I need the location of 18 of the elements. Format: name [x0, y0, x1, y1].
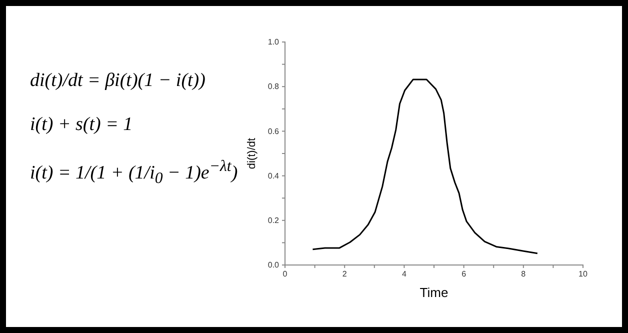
y-tick-label: 0.2 [268, 216, 280, 225]
text: i(t) = 1/(1 + (1/i$_{0}$ − 1)e$^{−λt}$) [30, 158, 238, 188]
x-tick-label: 4 [402, 270, 407, 279]
x-axis-title: Time [420, 285, 448, 300]
y-tick-label: 0.0 [268, 260, 280, 270]
text: i(t) + s(t) = 1 [30, 114, 134, 136]
y-axis-title: di(t)/dt [246, 138, 258, 170]
y-tick-label: 0.6 [268, 126, 280, 136]
text: di(t)/dt = βi(t)(1 − i(t)) [30, 70, 206, 92]
x-tick-label: 8 [521, 270, 526, 279]
x-tick-label: 0 [282, 270, 288, 279]
x-tick-label: 2 [342, 270, 348, 279]
x-tick-label: 6 [462, 270, 467, 279]
y-tick-label: 0.4 [268, 171, 280, 180]
line-series [312, 78, 538, 254]
x-tick-label: 10 [578, 270, 588, 279]
y-tick-label: 1.0 [268, 38, 280, 47]
y-tick-label: 0.8 [268, 82, 280, 92]
